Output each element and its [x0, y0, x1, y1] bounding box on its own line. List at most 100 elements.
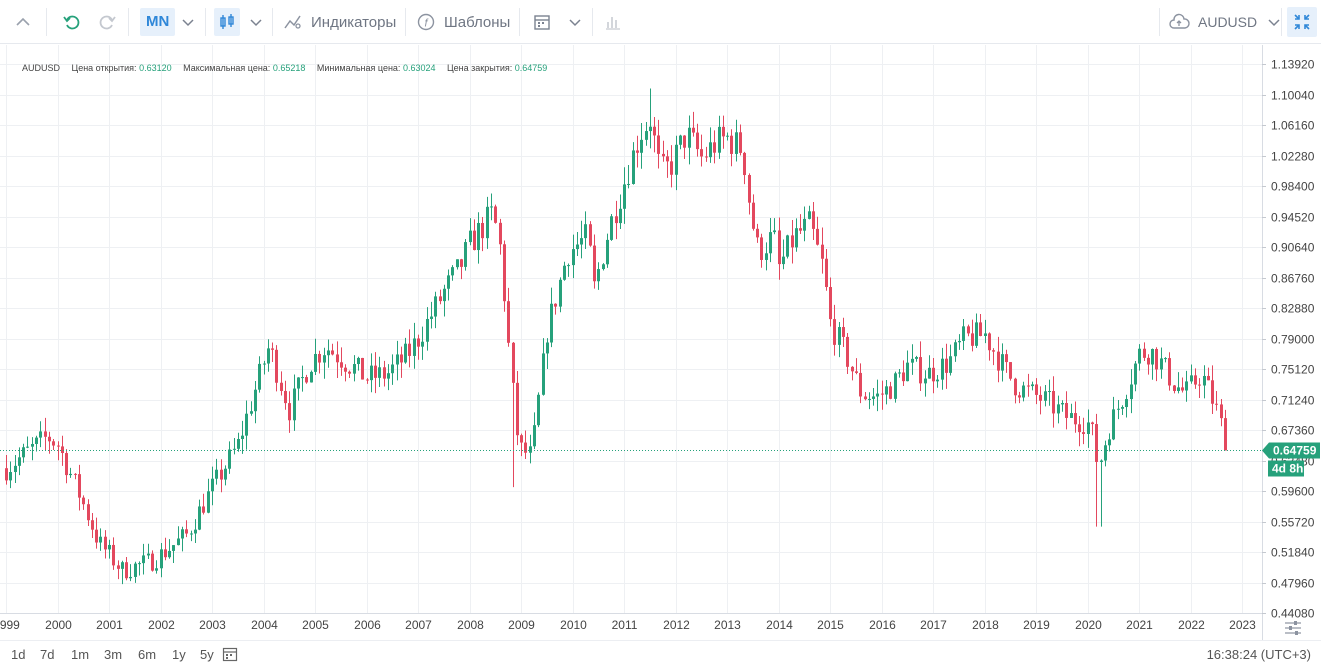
candle-body	[336, 354, 339, 363]
candle-body	[1130, 384, 1133, 400]
exit-fullscreen-icon[interactable]	[1287, 7, 1317, 37]
candle	[683, 135, 686, 160]
candle-body	[1087, 422, 1090, 435]
candle	[138, 561, 141, 576]
collapse-icon[interactable]	[14, 0, 32, 44]
indicators-button[interactable]: Индикаторы	[283, 0, 396, 44]
candle-body	[924, 378, 927, 384]
candle	[490, 193, 493, 221]
candle-body	[1048, 391, 1051, 393]
candle-body	[1220, 404, 1223, 419]
candle-body	[142, 555, 145, 564]
candle-body	[932, 367, 935, 382]
candle	[284, 380, 287, 410]
candle	[812, 202, 815, 240]
symbol-selector[interactable]: AUDUSD	[1168, 0, 1281, 44]
candle-body	[1185, 381, 1188, 391]
candle	[99, 528, 102, 551]
candle-body	[314, 353, 317, 372]
candle	[645, 121, 648, 146]
range-3m[interactable]: 3m	[104, 647, 123, 662]
candle	[400, 346, 403, 378]
candle	[657, 119, 660, 169]
y-tick-label: 0.86760	[1271, 272, 1315, 286]
candle	[876, 379, 879, 412]
candle-body	[439, 296, 442, 302]
date-range-calendar-icon[interactable]	[222, 646, 238, 667]
candle-body	[451, 267, 454, 276]
undo-icon[interactable]	[62, 0, 82, 44]
candle-body	[164, 549, 167, 558]
candle	[1091, 421, 1094, 436]
timeframe-dropdown-icon[interactable]	[181, 0, 195, 44]
candle-body	[323, 355, 326, 363]
candle-body	[258, 363, 261, 390]
x-tick-label: 2011	[612, 618, 638, 632]
templates-button[interactable]: f Шаблоны	[416, 0, 510, 44]
y-tick-label: 1.02280	[1271, 150, 1315, 164]
candle-body	[353, 364, 356, 374]
candle-body	[374, 365, 377, 378]
candle	[894, 371, 897, 403]
candle-body	[825, 258, 828, 288]
candle-body	[696, 132, 699, 150]
range-7d[interactable]: 7d	[40, 647, 55, 662]
redo-icon[interactable]	[97, 0, 117, 44]
range-1m[interactable]: 1m	[71, 647, 90, 662]
candle	[567, 263, 570, 277]
chart-area[interactable]: 0.440800.479600.518400.557200.596000.634…	[0, 45, 1321, 640]
ohlc-legend: AUDUSD Цена открытия: 0.63120 Максимальн…	[22, 63, 547, 73]
candle	[1143, 342, 1146, 362]
candle-body	[1108, 439, 1111, 446]
volume-icon[interactable]	[604, 0, 622, 44]
candle	[305, 374, 308, 384]
candle-body	[39, 431, 42, 438]
candle	[310, 370, 313, 383]
x-tick-label: 2022	[1178, 618, 1205, 632]
candle	[1009, 362, 1012, 381]
candle-body	[215, 469, 218, 479]
candle-body	[606, 239, 609, 265]
candle	[855, 358, 858, 375]
calendar-icon[interactable]	[533, 0, 551, 44]
candle	[1117, 399, 1120, 420]
candle-body	[649, 126, 652, 132]
candle-body	[310, 371, 313, 383]
price-chart[interactable]: 0.440800.479600.518400.557200.596000.634…	[0, 45, 1321, 640]
range-6m[interactable]: 6m	[138, 647, 157, 662]
candle-body	[1035, 384, 1038, 395]
y-tick-label: 0.94520	[1271, 211, 1315, 225]
candle	[554, 303, 557, 315]
candle	[1001, 343, 1004, 382]
candle-body	[400, 354, 403, 363]
candle-body	[117, 565, 120, 569]
candle-body	[795, 228, 798, 248]
candle	[666, 150, 669, 178]
candle-body	[499, 222, 502, 245]
candle	[786, 234, 789, 259]
timeframe-button[interactable]: MN	[140, 8, 176, 36]
candle	[602, 263, 605, 271]
range-5y[interactable]: 5y	[200, 647, 214, 662]
candle	[808, 205, 811, 220]
candle-body	[954, 342, 957, 357]
candle	[1065, 391, 1068, 430]
candle-body	[1078, 424, 1081, 433]
legend-open-label: Цена открытия:	[71, 63, 137, 73]
candle	[121, 560, 124, 585]
candle-body	[760, 237, 763, 260]
candles-icon[interactable]	[214, 8, 240, 36]
candle	[1173, 384, 1176, 394]
candle	[885, 380, 888, 405]
y-tick-label: 0.90640	[1271, 241, 1315, 255]
candle-body	[821, 244, 824, 259]
range-1d[interactable]: 1d	[11, 647, 26, 662]
candle-body	[619, 208, 622, 224]
range-1y[interactable]: 1y	[172, 647, 186, 662]
chart-type-dropdown-icon[interactable]	[249, 0, 263, 44]
candle	[516, 370, 519, 446]
calendar-dropdown-icon[interactable]	[568, 0, 582, 44]
candle-body	[851, 366, 854, 372]
last-price-label: 0.64759	[1273, 444, 1317, 458]
candle	[215, 458, 218, 485]
